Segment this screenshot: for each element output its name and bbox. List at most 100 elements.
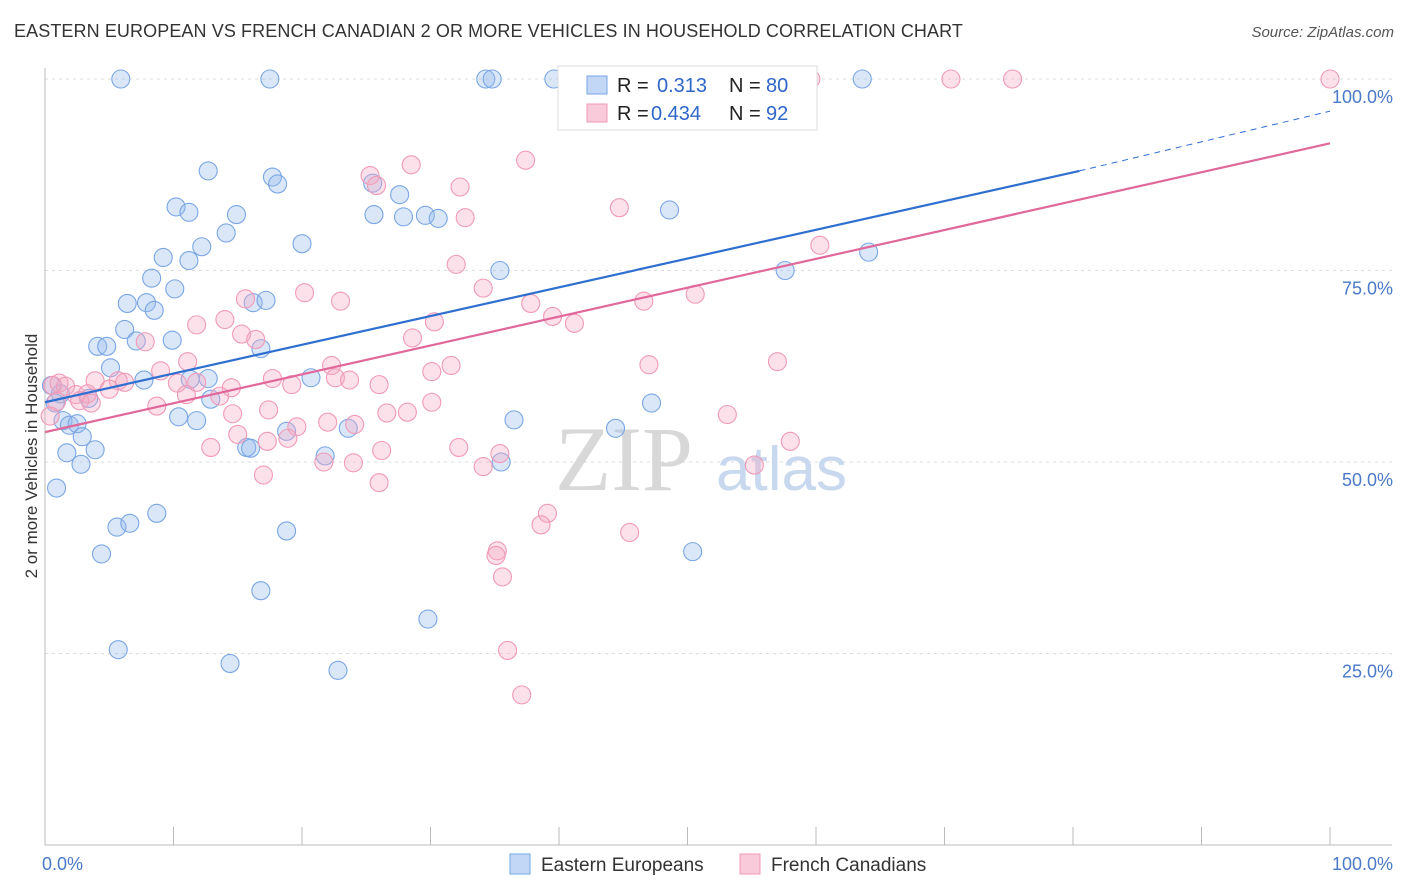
point-eastern-european (393, 207, 414, 227)
point-french-canadian (620, 522, 640, 543)
y-tick-labels: 25.0% 50.0% 75.0% 100.0% (1332, 87, 1393, 682)
legend-swatch-french (586, 103, 608, 123)
point-french-canadian (397, 402, 417, 422)
x-tick-label: 0.0% (42, 854, 83, 874)
point-eastern-european (120, 513, 140, 533)
point-french-canadian (609, 198, 629, 218)
point-eastern-european (260, 69, 280, 89)
point-eastern-european (315, 446, 335, 466)
point-eastern-european (91, 544, 112, 564)
point-eastern-european (277, 521, 297, 541)
point-eastern-european (47, 478, 67, 498)
y-tick-label: 25.0% (1342, 662, 1393, 682)
legend-box: R = 0.313 N = 80 R = 0.434 N = 92 (557, 65, 818, 131)
point-french-canadian (330, 291, 351, 311)
point-eastern-european (85, 440, 105, 460)
point-french-canadian (490, 444, 510, 464)
point-eastern-european (162, 330, 182, 350)
point-french-canadian (210, 386, 230, 406)
bottom-legend-french: French Canadians (771, 855, 926, 876)
trend-line-eastern-extension (1079, 110, 1331, 172)
data-points (40, 69, 1340, 705)
point-french-canadian (780, 431, 800, 451)
point-french-canadian (531, 515, 551, 535)
point-eastern-european (57, 443, 77, 463)
point-french-canadian (187, 372, 207, 392)
point-french-canadian (473, 278, 493, 298)
bottom-legend: Eastern Europeans French Canadians (509, 853, 926, 876)
point-french-canadian (278, 428, 298, 448)
point-eastern-european (241, 438, 261, 458)
chart-title: EASTERN EUROPEAN VS FRENCH CANADIAN 2 OR… (14, 21, 963, 41)
point-french-canadian (422, 362, 442, 382)
point-eastern-european (418, 609, 438, 629)
point-french-canadian (492, 567, 513, 587)
point-french-canadian (366, 175, 387, 196)
point-french-canadian (81, 393, 101, 413)
point-french-canadian (516, 150, 536, 170)
point-french-canadian (135, 332, 155, 352)
legend-n-label-1: N = (729, 75, 761, 97)
point-french-canadian (345, 414, 365, 435)
point-french-canadian (372, 440, 392, 461)
point-french-canadian (744, 455, 764, 475)
point-french-canadian (187, 315, 207, 335)
point-eastern-european (117, 293, 137, 313)
x-tick-label: 100.0% (1332, 854, 1393, 874)
point-eastern-european (251, 581, 271, 601)
point-french-canadian (201, 437, 221, 457)
point-french-canadian (767, 352, 788, 372)
legend-n-value-2: 92 (766, 103, 788, 125)
point-french-canadian (450, 177, 470, 197)
point-eastern-european (504, 410, 524, 430)
point-french-canadian (228, 424, 248, 444)
point-french-canadian (235, 289, 256, 309)
point-french-canadian (941, 69, 961, 89)
point-french-canadian (498, 640, 518, 660)
point-eastern-european (165, 279, 185, 299)
legend-swatch-eastern (586, 75, 608, 95)
bottom-legend-eastern: Eastern Europeans (541, 855, 704, 876)
point-eastern-european (97, 336, 117, 356)
point-eastern-european (428, 208, 448, 228)
y-tick-label: 100.0% (1332, 87, 1393, 107)
point-eastern-european (144, 300, 164, 320)
point-eastern-european (852, 69, 872, 89)
point-eastern-european (136, 293, 157, 313)
point-french-canadian (455, 208, 475, 228)
point-french-canadian (295, 283, 315, 303)
point-french-canadian (634, 291, 654, 311)
point-eastern-european (153, 247, 173, 268)
point-french-canadian (422, 392, 442, 412)
point-eastern-european (482, 69, 502, 89)
point-french-canadian (424, 312, 444, 332)
point-french-canadian (246, 329, 266, 349)
point-eastern-european (641, 393, 662, 413)
y-tick-label: 50.0% (1342, 470, 1393, 490)
point-french-canadian (810, 235, 830, 255)
y-axis-label: 2 or more Vehicles in Household (22, 334, 41, 579)
point-eastern-european (166, 197, 186, 217)
point-eastern-european (111, 69, 131, 89)
point-eastern-european (169, 407, 189, 427)
trend-lines (44, 110, 1331, 434)
point-french-canadian (401, 155, 421, 175)
point-eastern-european (72, 427, 92, 447)
point-french-canadian (339, 370, 360, 390)
legend-n-label-2: N = (729, 103, 761, 125)
legend-r-label-2: R = (617, 103, 649, 125)
point-eastern-european (490, 260, 510, 281)
point-french-canadian (449, 437, 469, 457)
point-french-canadian (446, 254, 466, 274)
point-french-canadian (232, 324, 252, 344)
axes (44, 68, 1392, 846)
point-french-canadian (521, 293, 541, 313)
point-eastern-european (390, 185, 410, 205)
point-eastern-european (364, 205, 384, 225)
point-french-canadian (40, 406, 60, 426)
point-french-canadian (473, 457, 493, 477)
point-french-canadian (343, 453, 363, 473)
watermark-atlas: atlas (716, 435, 847, 504)
trend-line-french (44, 142, 1331, 434)
